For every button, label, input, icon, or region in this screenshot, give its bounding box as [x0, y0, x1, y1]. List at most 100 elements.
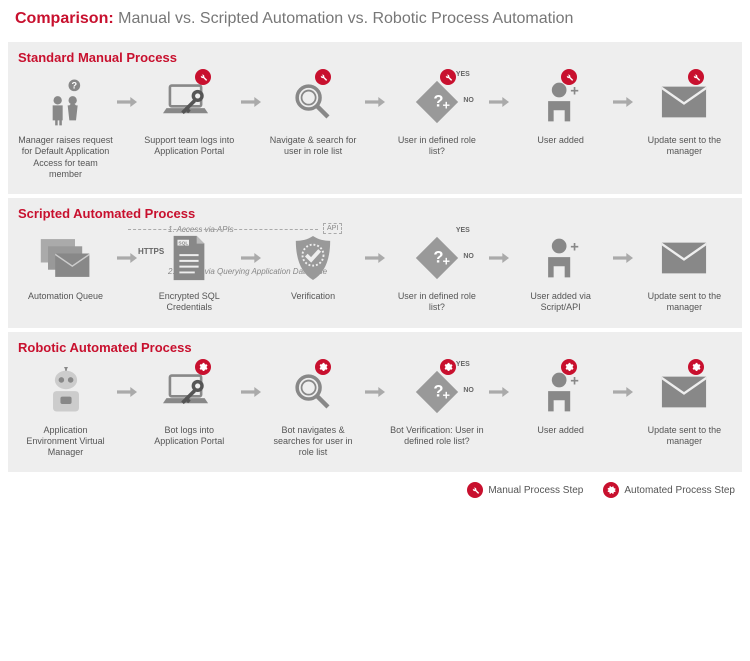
step-label: Encrypted SQL Credentials [142, 291, 237, 314]
user-plus-icon: + [541, 229, 581, 287]
step-label: Navigate & search for user in role list [266, 135, 361, 158]
arrow-icon [487, 73, 511, 131]
arrow-icon [239, 363, 263, 421]
envelope-icon [660, 73, 708, 131]
yes-label: YES [456, 71, 470, 78]
wrench-icon [467, 482, 483, 498]
step-label: User added [537, 135, 584, 146]
wrench-icon [440, 69, 456, 85]
wrench-icon [315, 69, 331, 85]
title-bold: Comparison: [15, 10, 114, 27]
yes-label: YES [456, 227, 470, 234]
section-0: Standard Manual Process? Manager raises r… [8, 42, 742, 194]
diamond-question-icon: ?+YESNO [414, 73, 460, 131]
gear-icon [440, 359, 456, 375]
svg-text:+: + [570, 240, 579, 256]
flow-row: 1. Access via APIs2. Access via Querying… [18, 229, 732, 314]
gear-icon [603, 482, 619, 498]
laptop-key-icon [163, 363, 215, 421]
sql-doc-icon: SQL [169, 229, 209, 287]
arrow-icon [363, 73, 387, 131]
arrow-icon [115, 363, 139, 421]
section-1: Scripted Automated Process 1. Access via … [8, 198, 742, 328]
flow-row: ? Manager raises request for Default Appl… [18, 73, 732, 180]
section-2: Robotic Automated Process Application Env… [8, 332, 742, 473]
svg-text:SQL: SQL [179, 241, 189, 247]
wrench-icon [688, 69, 704, 85]
step-3: ?+YESNOBot Verification: User in defined… [389, 363, 484, 448]
step-label: Application Environment Virtual Manager [18, 425, 113, 459]
step-5: Update sent to the manager [637, 229, 732, 314]
step-label: Support team logs into Application Porta… [142, 135, 237, 158]
section-title: Standard Manual Process [18, 50, 732, 65]
section-title: Scripted Automated Process [18, 206, 732, 221]
flow-row: Application Environment Virtual Manager B… [18, 363, 732, 459]
step-label: User added [537, 425, 584, 436]
step-label: User in defined role list? [389, 135, 484, 158]
arrow-icon [239, 73, 263, 131]
step-4: + User added [513, 73, 608, 146]
user-plus-icon: + [541, 73, 581, 131]
step-label: User added via Script/API [513, 291, 608, 314]
section-title: Robotic Automated Process [18, 340, 732, 355]
gear-icon [561, 359, 577, 375]
svg-text:+: + [442, 97, 450, 112]
robot-icon [46, 363, 86, 421]
svg-text:+: + [570, 373, 579, 389]
svg-text:+: + [442, 253, 450, 268]
step-1: SQL Encrypted SQL Credentials [142, 229, 237, 314]
step-label: Bot navigates & searches for user in rol… [266, 425, 361, 459]
step-4: + User added via Script/API [513, 229, 608, 314]
step-1: Bot logs into Application Portal [142, 363, 237, 448]
arrow-icon [487, 229, 511, 287]
envelope-icon [660, 363, 708, 421]
step-2: Verification [266, 229, 361, 302]
step-0: ? Manager raises request for Default Appl… [18, 73, 113, 180]
wrench-icon [561, 69, 577, 85]
envelope-icon [660, 229, 708, 287]
step-label: Update sent to the manager [637, 425, 732, 448]
magnify-icon [291, 363, 335, 421]
step-label: Bot logs into Application Portal [142, 425, 237, 448]
gear-icon [315, 359, 331, 375]
step-label: Manager raises request for Default Appli… [18, 135, 113, 180]
step-label: Update sent to the manager [637, 135, 732, 158]
no-label: NO [463, 97, 474, 104]
diamond-question-icon: ?+YESNO [414, 229, 460, 287]
laptop-key-icon [163, 73, 215, 131]
svg-text:+: + [570, 84, 579, 100]
step-3: ?+YESNOUser in defined role list? [389, 229, 484, 314]
legend: Manual Process Step Automated Process St… [0, 476, 750, 504]
step-5: Update sent to the manager [637, 73, 732, 158]
envelopes-icon [39, 229, 93, 287]
arrow-icon [611, 73, 635, 131]
arrow-icon [239, 229, 263, 287]
step-2: Bot navigates & searches for user in rol… [266, 363, 361, 459]
step-0: Application Environment Virtual Manager [18, 363, 113, 459]
gear-icon [688, 359, 704, 375]
arrow-icon [611, 229, 635, 287]
step-label: Automation Queue [28, 291, 103, 302]
arrow-icon [611, 363, 635, 421]
step-label: Verification [291, 291, 335, 302]
arrow-icon [363, 363, 387, 421]
step-label: Update sent to the manager [637, 291, 732, 314]
legend-manual: Manual Process Step [467, 482, 583, 498]
step-0: Automation Queue [18, 229, 113, 302]
gear-icon [195, 359, 211, 375]
svg-text:+: + [442, 387, 450, 402]
yes-label: YES [456, 361, 470, 368]
user-plus-icon: + [541, 363, 581, 421]
step-1: Support team logs into Application Porta… [142, 73, 237, 158]
arrow-icon [115, 229, 139, 287]
arrow-icon [487, 363, 511, 421]
arrow-icon [363, 229, 387, 287]
step-4: + User added [513, 363, 608, 436]
people-question-icon: ? [41, 73, 91, 131]
step-3: ?+YESNO User in defined role list? [389, 73, 484, 158]
arrow-icon [115, 73, 139, 131]
svg-text:?: ? [71, 81, 77, 91]
no-label: NO [463, 387, 474, 394]
diamond-question-icon: ?+YESNO [414, 363, 460, 421]
magnify-icon [291, 73, 335, 131]
